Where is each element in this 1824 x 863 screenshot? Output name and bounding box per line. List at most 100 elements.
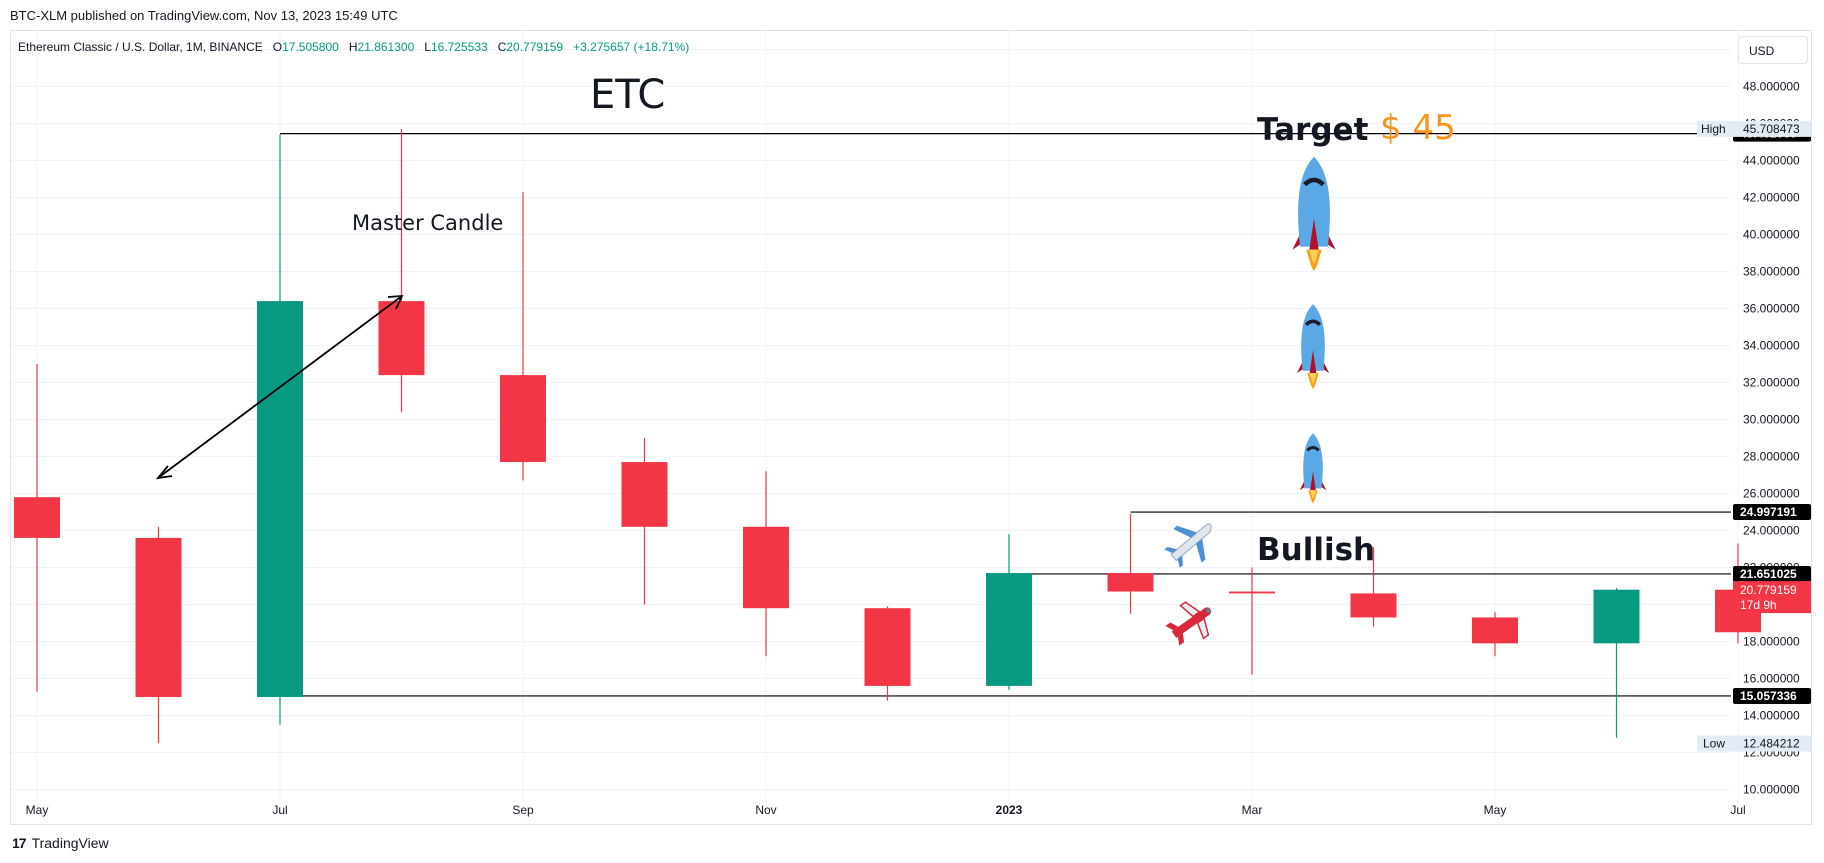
candle-body — [1593, 589, 1640, 644]
symbol-legend: Ethereum Classic / U.S. Dollar, 1M, BINA… — [18, 40, 689, 54]
candle-body — [378, 301, 425, 376]
arrow-annotation — [155, 294, 404, 480]
y-tick-label: 16.000000 — [1743, 672, 1800, 686]
candle-body — [500, 375, 546, 463]
countdown-label: 17d 9h — [1740, 598, 1777, 612]
candle — [986, 534, 1032, 690]
rocket-icon — [1299, 433, 1327, 504]
rocket-icon — [1292, 156, 1336, 272]
x-tick-label: Sep — [512, 803, 534, 817]
candle-body — [257, 301, 303, 697]
level-price-box — [1733, 504, 1811, 521]
rocket-icon — [1296, 304, 1330, 390]
low-value: 12.484212 — [1743, 737, 1800, 751]
y-tick-label: 26.000000 — [1743, 487, 1800, 501]
candle — [864, 606, 911, 701]
candle — [378, 129, 425, 413]
y-tick-label: 10.000000 — [1743, 783, 1800, 797]
y-tick-label: 18.000000 — [1743, 635, 1800, 649]
level-price-label: 24.997191 — [1740, 505, 1797, 519]
level-price-box — [1733, 565, 1811, 582]
level-price-label: 15.057336 — [1740, 689, 1797, 703]
y-tick-label: 34.000000 — [1743, 339, 1800, 353]
footer-brand: TradingView — [31, 835, 109, 851]
candle — [1472, 611, 1518, 657]
candle-body — [986, 573, 1032, 686]
icons-layer — [1164, 156, 1336, 646]
x-tick-label: May — [1484, 803, 1507, 817]
x-tick-label: 2023 — [996, 803, 1023, 817]
y-tick-label: 14.000000 — [1743, 709, 1800, 723]
high-value: 45.708473 — [1743, 122, 1800, 136]
current-price-box — [1733, 581, 1811, 614]
legend-high-label: H — [348, 40, 358, 54]
x-tick-label: Jul — [1730, 803, 1745, 817]
candle-body — [1229, 591, 1275, 594]
arrow-icon — [155, 294, 404, 480]
y-tick-label: 32.000000 — [1743, 376, 1800, 390]
level-price-label: 21.651025 — [1740, 567, 1797, 581]
high-label-text: High — [1701, 122, 1726, 136]
candle-body — [1472, 617, 1518, 644]
candle — [1350, 547, 1397, 627]
chart-frame — [10, 30, 1812, 825]
horizontal-lines-layer — [280, 133, 1731, 697]
currency-button[interactable]: USD — [1738, 36, 1808, 64]
candle-body — [864, 608, 911, 686]
axis-layer: 10.00000012.00000014.00000016.00000018.0… — [26, 43, 1811, 817]
candle — [14, 364, 60, 692]
candle — [621, 438, 668, 605]
master-candle-label: Master Candle — [352, 211, 504, 235]
bullish-label: Bullish — [1257, 532, 1376, 568]
target-price-label: $ 45 — [1380, 108, 1456, 148]
low-label-text: Low — [1703, 737, 1725, 751]
candle-body — [621, 462, 668, 527]
legend-high: 21.861300 — [357, 40, 415, 54]
y-tick-label: 48.000000 — [1743, 80, 1800, 94]
candle-body — [743, 526, 789, 609]
candle-body — [135, 537, 182, 697]
y-tick-label: 38.000000 — [1743, 265, 1800, 279]
publish-credit: BTC-XLM published on TradingView.com, No… — [10, 8, 398, 23]
target-label: Target — [1257, 112, 1369, 148]
y-tick-label: 44.000000 — [1743, 154, 1800, 168]
candle — [1229, 567, 1275, 675]
y-tick-label: 30.000000 — [1743, 413, 1800, 427]
airplane-icon — [1164, 523, 1212, 568]
x-tick-label: Mar — [1242, 803, 1263, 817]
y-tick-label: 42.000000 — [1743, 191, 1800, 205]
etc-title: ETC — [590, 72, 666, 118]
legend-close-label: C — [497, 40, 507, 54]
y-tick-label: 36.000000 — [1743, 302, 1800, 316]
x-tick-label: Jul — [272, 803, 287, 817]
legend-close: 20.779159 — [506, 40, 564, 54]
candles-layer — [14, 129, 1761, 744]
candle-body — [1350, 593, 1397, 618]
tradingview-logo-icon: 17 — [12, 835, 27, 851]
legend-symbol: Ethereum Classic / U.S. Dollar, 1M, BINA… — [18, 40, 263, 54]
legend-open-label: O — [272, 40, 283, 54]
legend-change: +3.275657 (+18.71%) — [573, 40, 690, 54]
candle — [1107, 513, 1154, 614]
legend-open: 17.505800 — [282, 40, 339, 54]
legend-low-label: L — [424, 40, 431, 54]
y-tick-label: 24.000000 — [1743, 524, 1800, 538]
candle — [743, 471, 789, 657]
candle — [500, 191, 546, 481]
x-tick-label: May — [26, 803, 49, 817]
y-tick-label: 28.000000 — [1743, 450, 1800, 464]
candle-body — [14, 497, 60, 538]
x-tick-label: Nov — [755, 803, 776, 817]
tradingview-footer[interactable]: 17 TradingView — [12, 835, 109, 851]
level-price-box — [1733, 687, 1811, 704]
candle-body — [1107, 573, 1154, 592]
small-airplane-icon — [1165, 601, 1212, 646]
legend-low: 16.725533 — [430, 40, 488, 54]
candle — [1593, 587, 1640, 738]
candle — [257, 134, 303, 725]
y-tick-label: 40.000000 — [1743, 228, 1800, 242]
candle — [135, 526, 182, 744]
high-label-box — [1697, 120, 1811, 137]
low-label-box — [1697, 735, 1811, 752]
